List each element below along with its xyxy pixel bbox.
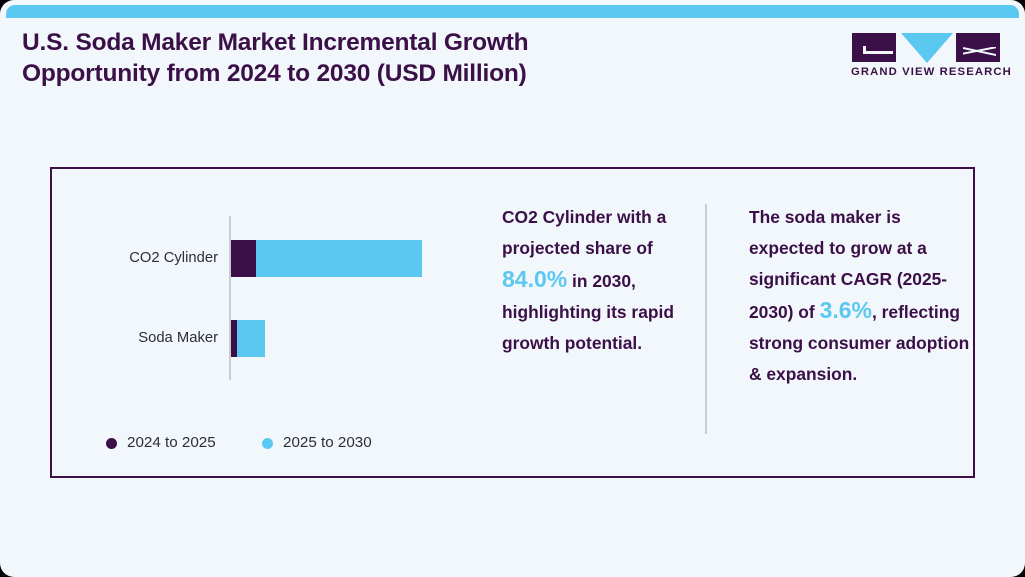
insight-text-before: The soda maker is expected to grow at a … — [749, 207, 948, 322]
logo-v-triangle-icon — [901, 33, 953, 63]
logo-g-horizontal-bar — [863, 51, 893, 54]
insight-soda-maker-cagr: The soda maker is expected to grow at a … — [749, 202, 974, 390]
logo-g-block-icon — [852, 33, 896, 62]
insight-text-after: , reflecting strong consumer adoption & … — [749, 302, 970, 384]
insight-text-before: CO2 Cylinder with a projected share of — [502, 207, 667, 258]
insight-text-after: in 2030, highlighting its rapid growth p… — [502, 271, 674, 353]
bar-segment-2025-to-2030 — [237, 320, 265, 357]
legend-swatch-icon — [106, 437, 117, 449]
category-axis-line — [229, 216, 231, 380]
top-accent-bar — [6, 5, 1019, 18]
logo-marks — [851, 30, 1001, 63]
page-title-line-1: U.S. Soda Maker Market Incremental Growt… — [22, 29, 529, 56]
legend-label: 2024 to 2025 — [127, 434, 216, 451]
logo-r-slash-icon — [963, 47, 996, 56]
logo-wordmark: GRAND VIEW RESEARCH — [851, 66, 1012, 78]
content-card: CO2 Cylinder Soda Maker 2024 to 2025 — [50, 167, 975, 478]
legend-label: 2025 to 2030 — [283, 434, 372, 451]
insight-highlight-value: 3.6% — [819, 297, 872, 323]
insight-highlight-value: 84.0% — [502, 266, 568, 292]
bar-segment-2024-to-2025 — [231, 320, 237, 357]
page-title-line-2: Opportunity from 2024 to 2030 (USD Milli… — [22, 60, 527, 87]
insight-co2-cylinder-share: CO2 Cylinder with a projected share of 8… — [502, 202, 695, 359]
page-title: U.S. Soda Maker Market Incremental Growt… — [22, 27, 702, 89]
bar-label-co2-cylinder: CO2 Cylinder — [129, 250, 218, 266]
legend-swatch-icon — [262, 437, 273, 449]
bar-chart: CO2 Cylinder Soda Maker 2024 to 2025 — [52, 169, 502, 480]
insight-divider — [705, 204, 707, 434]
bar-segment-2024-to-2025 — [231, 240, 256, 277]
header: U.S. Soda Maker Market Incremental Growt… — [0, 18, 1025, 98]
bar-label-soda-maker: Soda Maker — [138, 330, 218, 346]
grand-view-research-logo: GRAND VIEW RESEARCH — [851, 30, 1012, 86]
bar-segment-2025-to-2030 — [256, 240, 422, 277]
logo-g-vertical-bar — [863, 46, 866, 53]
